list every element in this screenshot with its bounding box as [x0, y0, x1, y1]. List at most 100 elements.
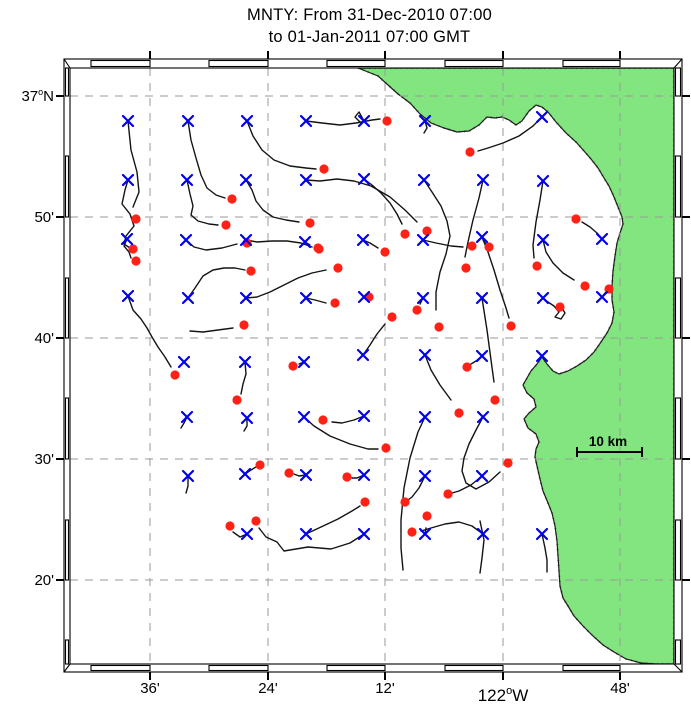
trajectory-line: [245, 269, 327, 299]
start-position-x-icon: [297, 410, 311, 424]
start-position-x-icon: [299, 114, 313, 128]
end-position-dot: [532, 261, 542, 271]
axis-labels: 37oN 50' 40' 30' 20' 36' 24' 12' 122oW 48': [21, 87, 629, 705]
trajectory-line: [423, 120, 428, 134]
end-position-dot: [400, 229, 410, 239]
trajectory-line: [479, 520, 485, 574]
trajectory-line: [185, 475, 189, 494]
end-position-dot: [313, 243, 323, 253]
trajectory-line: [532, 180, 544, 259]
trajectory-line: [424, 354, 452, 401]
trajectory-line: [422, 239, 464, 248]
end-position-dot: [382, 116, 392, 126]
start-position-x-icon: [238, 355, 252, 369]
frame-bevel: [673, 663, 683, 673]
frame-segment: [674, 155, 682, 218]
frame-bevel: [63, 58, 71, 69]
end-position-dot: [412, 305, 422, 315]
trajectory-line: [542, 239, 575, 281]
end-position-dot: [239, 320, 249, 330]
start-position-x-icon: [418, 527, 432, 541]
end-markers: [128, 116, 614, 537]
end-position-dot: [484, 242, 494, 252]
start-position-x-icon: [357, 290, 371, 304]
axis-tick-label: 12': [375, 680, 395, 697]
frame-segment: [90, 59, 151, 68]
start-position-x-icon: [475, 349, 489, 363]
frame-segment: [674, 519, 682, 581]
start-position-x-icon: [239, 173, 253, 187]
frame-bevel: [673, 58, 683, 69]
start-position-x-icon: [356, 348, 370, 362]
start-position-x-icon: [357, 527, 371, 541]
scale-bar: 10 km: [576, 434, 643, 457]
start-position-x-icon: [418, 410, 432, 424]
trajectory-line: [423, 179, 451, 311]
start-position-x-icon: [297, 355, 311, 369]
axis-tick-label: 24': [258, 680, 278, 697]
end-position-dot: [443, 489, 453, 499]
frame-segment: [64, 277, 70, 339]
trajectory-line: [407, 475, 426, 501]
start-position-x-icon: [357, 468, 371, 482]
start-position-x-icon: [240, 411, 254, 425]
trajectory-line: [400, 416, 426, 571]
frame-segment: [326, 664, 386, 672]
trajectory-line: [303, 416, 379, 450]
plot-title-line1: MNTY: From 31-Dec-2010 07:00: [247, 6, 492, 24]
end-position-dot: [360, 497, 370, 507]
start-position-x-icon: [357, 409, 371, 423]
end-position-dot: [490, 395, 500, 405]
start-position-x-icon: [299, 468, 313, 482]
end-position-dot: [255, 460, 265, 470]
end-position-dot: [422, 511, 432, 521]
frame-segment: [444, 59, 504, 68]
trajectory-line: [354, 111, 365, 124]
start-position-x-icon: [536, 233, 550, 247]
frame-segment: [64, 639, 70, 665]
end-position-dot: [128, 244, 138, 254]
end-position-dot: [580, 281, 590, 291]
end-position-dot: [246, 266, 256, 276]
end-position-dot: [232, 395, 242, 405]
frame-segment: [674, 277, 682, 339]
start-position-x-icon: [240, 114, 254, 128]
axis-tick-label: 30': [34, 451, 54, 468]
plot-title-line2: to 01-Jan-2011 07:00 GMT: [268, 28, 471, 46]
start-position-x-icon: [121, 114, 135, 128]
start-position-x-icon: [121, 173, 135, 187]
start-position-x-icon: [416, 291, 430, 305]
end-position-dot: [400, 497, 410, 507]
trajectory-line: [258, 527, 365, 552]
scale-bar-label: 10 km: [589, 434, 627, 449]
trajectory-line: [189, 327, 234, 333]
axis-tick-label: 122oW: [478, 685, 529, 705]
axis-tick-label: 40': [34, 330, 54, 347]
start-position-x-icon: [418, 469, 432, 483]
start-position-x-icon: [180, 173, 194, 187]
trajectory-line: [451, 475, 483, 494]
start-position-x-icon: [536, 291, 550, 305]
start-position-x-icon: [475, 469, 489, 483]
frame-segment: [64, 155, 70, 218]
trajectory-line: [123, 238, 132, 259]
frame-segment: [64, 519, 70, 581]
end-position-dot: [319, 164, 329, 174]
end-position-dot: [380, 247, 390, 257]
frame-inner: [69, 67, 675, 665]
start-position-x-icon: [298, 235, 312, 249]
plot-title: MNTY: From 31-Dec-2010 07:00 to 01-Jan-2…: [24, 4, 691, 48]
end-position-dot: [131, 214, 141, 224]
trajectory-line: [541, 533, 548, 573]
start-position-x-icon: [595, 290, 609, 304]
end-position-dot: [342, 472, 352, 482]
end-position-dot: [454, 408, 464, 418]
axis-tick-label: 50': [34, 209, 54, 226]
start-position-x-icon: [476, 410, 490, 424]
start-position-x-icon: [120, 232, 134, 246]
trajectories: [121, 111, 609, 574]
start-position-x-icon: [180, 410, 194, 424]
frame-segment: [208, 664, 269, 672]
trajectory-line: [187, 267, 246, 299]
